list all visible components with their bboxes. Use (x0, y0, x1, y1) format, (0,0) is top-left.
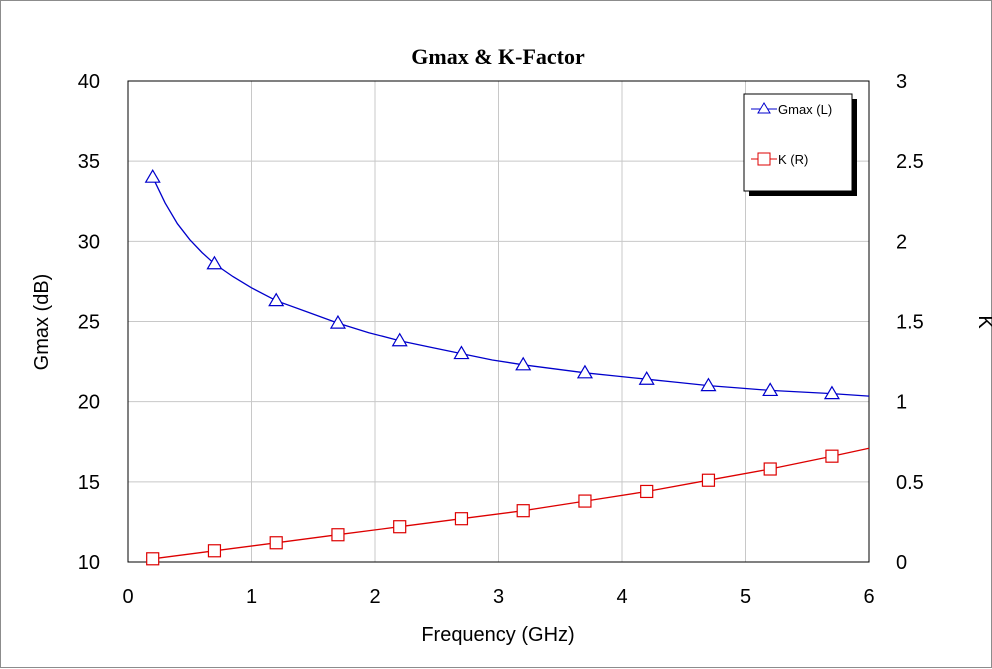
legend-marker-k (757, 152, 771, 166)
plot-border (127, 80, 870, 563)
y-axis-right-title: K (974, 315, 992, 329)
gmax-marker (144, 169, 161, 183)
y-right-tick-label: 1.5 (896, 312, 924, 334)
k-marker (454, 512, 469, 526)
y-right-tick-label: 2.5 (896, 151, 924, 173)
x-tick-label: 4 (616, 586, 627, 608)
x-tick-label: 5 (740, 586, 751, 608)
y-right-tick-label: 1 (896, 392, 907, 414)
gmax-marker (329, 314, 346, 329)
x-axis-title: Frequency (GHz) (421, 624, 574, 646)
legend-marker-gmax (757, 102, 771, 114)
gmax-marker (576, 364, 593, 379)
series-layer (144, 169, 870, 566)
gmax-marker (268, 292, 285, 307)
gmax-marker (453, 345, 470, 360)
gmax-marker (762, 382, 779, 397)
y-axis-left-title: Gmax (dB) (31, 274, 53, 371)
k-marker (578, 494, 592, 508)
series-line-gmax (152, 176, 870, 397)
chart-title: Gmax & K-Factor (411, 44, 585, 69)
legend-box (743, 93, 853, 192)
y-left-tick-label: 30 (78, 231, 100, 253)
legend: Gmax (L) K (R) (743, 93, 857, 196)
legend-items: Gmax (L) K (R) (751, 102, 832, 167)
gmax-marker (700, 377, 717, 392)
k-marker (701, 473, 716, 487)
gmax-marker (638, 371, 655, 385)
y-right-tick-label: 0.5 (896, 472, 924, 494)
k-marker (763, 462, 777, 476)
y-left-tick-label: 10 (78, 552, 100, 574)
x-tick-label: 3 (493, 586, 504, 608)
legend-label-k: K (R) (778, 152, 808, 167)
x-tick-label: 0 (122, 586, 133, 608)
k-marker (516, 504, 530, 518)
y-left-tick-label: 35 (78, 151, 100, 173)
y-left-tick-label: 25 (78, 312, 100, 334)
k-marker (269, 536, 283, 550)
x-tick-label: 2 (369, 586, 380, 608)
y-right-tick-label: 0 (896, 552, 907, 574)
y-left-tick-label: 40 (78, 71, 100, 93)
x-tick-label: 6 (863, 586, 874, 608)
gmax-marker (823, 385, 840, 400)
tick-layer: 0 1 2 3 4 5 6 10 15 20 25 30 35 40 0 0.5 1 1.5 2 2.5 3 (78, 71, 924, 608)
k-marker (640, 484, 654, 499)
k-marker (825, 449, 839, 463)
y-left-tick-label: 20 (78, 392, 100, 414)
gmax-marker (391, 332, 408, 347)
y-left-tick-label: 15 (78, 472, 100, 494)
gmax-marker (206, 255, 223, 270)
gmax-marker (515, 356, 532, 371)
x-tick-label: 1 (246, 586, 257, 608)
k-marker (331, 528, 345, 542)
y-right-tick-label: 2 (896, 231, 907, 253)
k-marker (207, 544, 222, 558)
k-marker (146, 552, 160, 566)
k-marker (393, 520, 407, 534)
legend-label-gmax: Gmax (L) (778, 102, 832, 117)
y-right-tick-label: 3 (896, 71, 907, 93)
